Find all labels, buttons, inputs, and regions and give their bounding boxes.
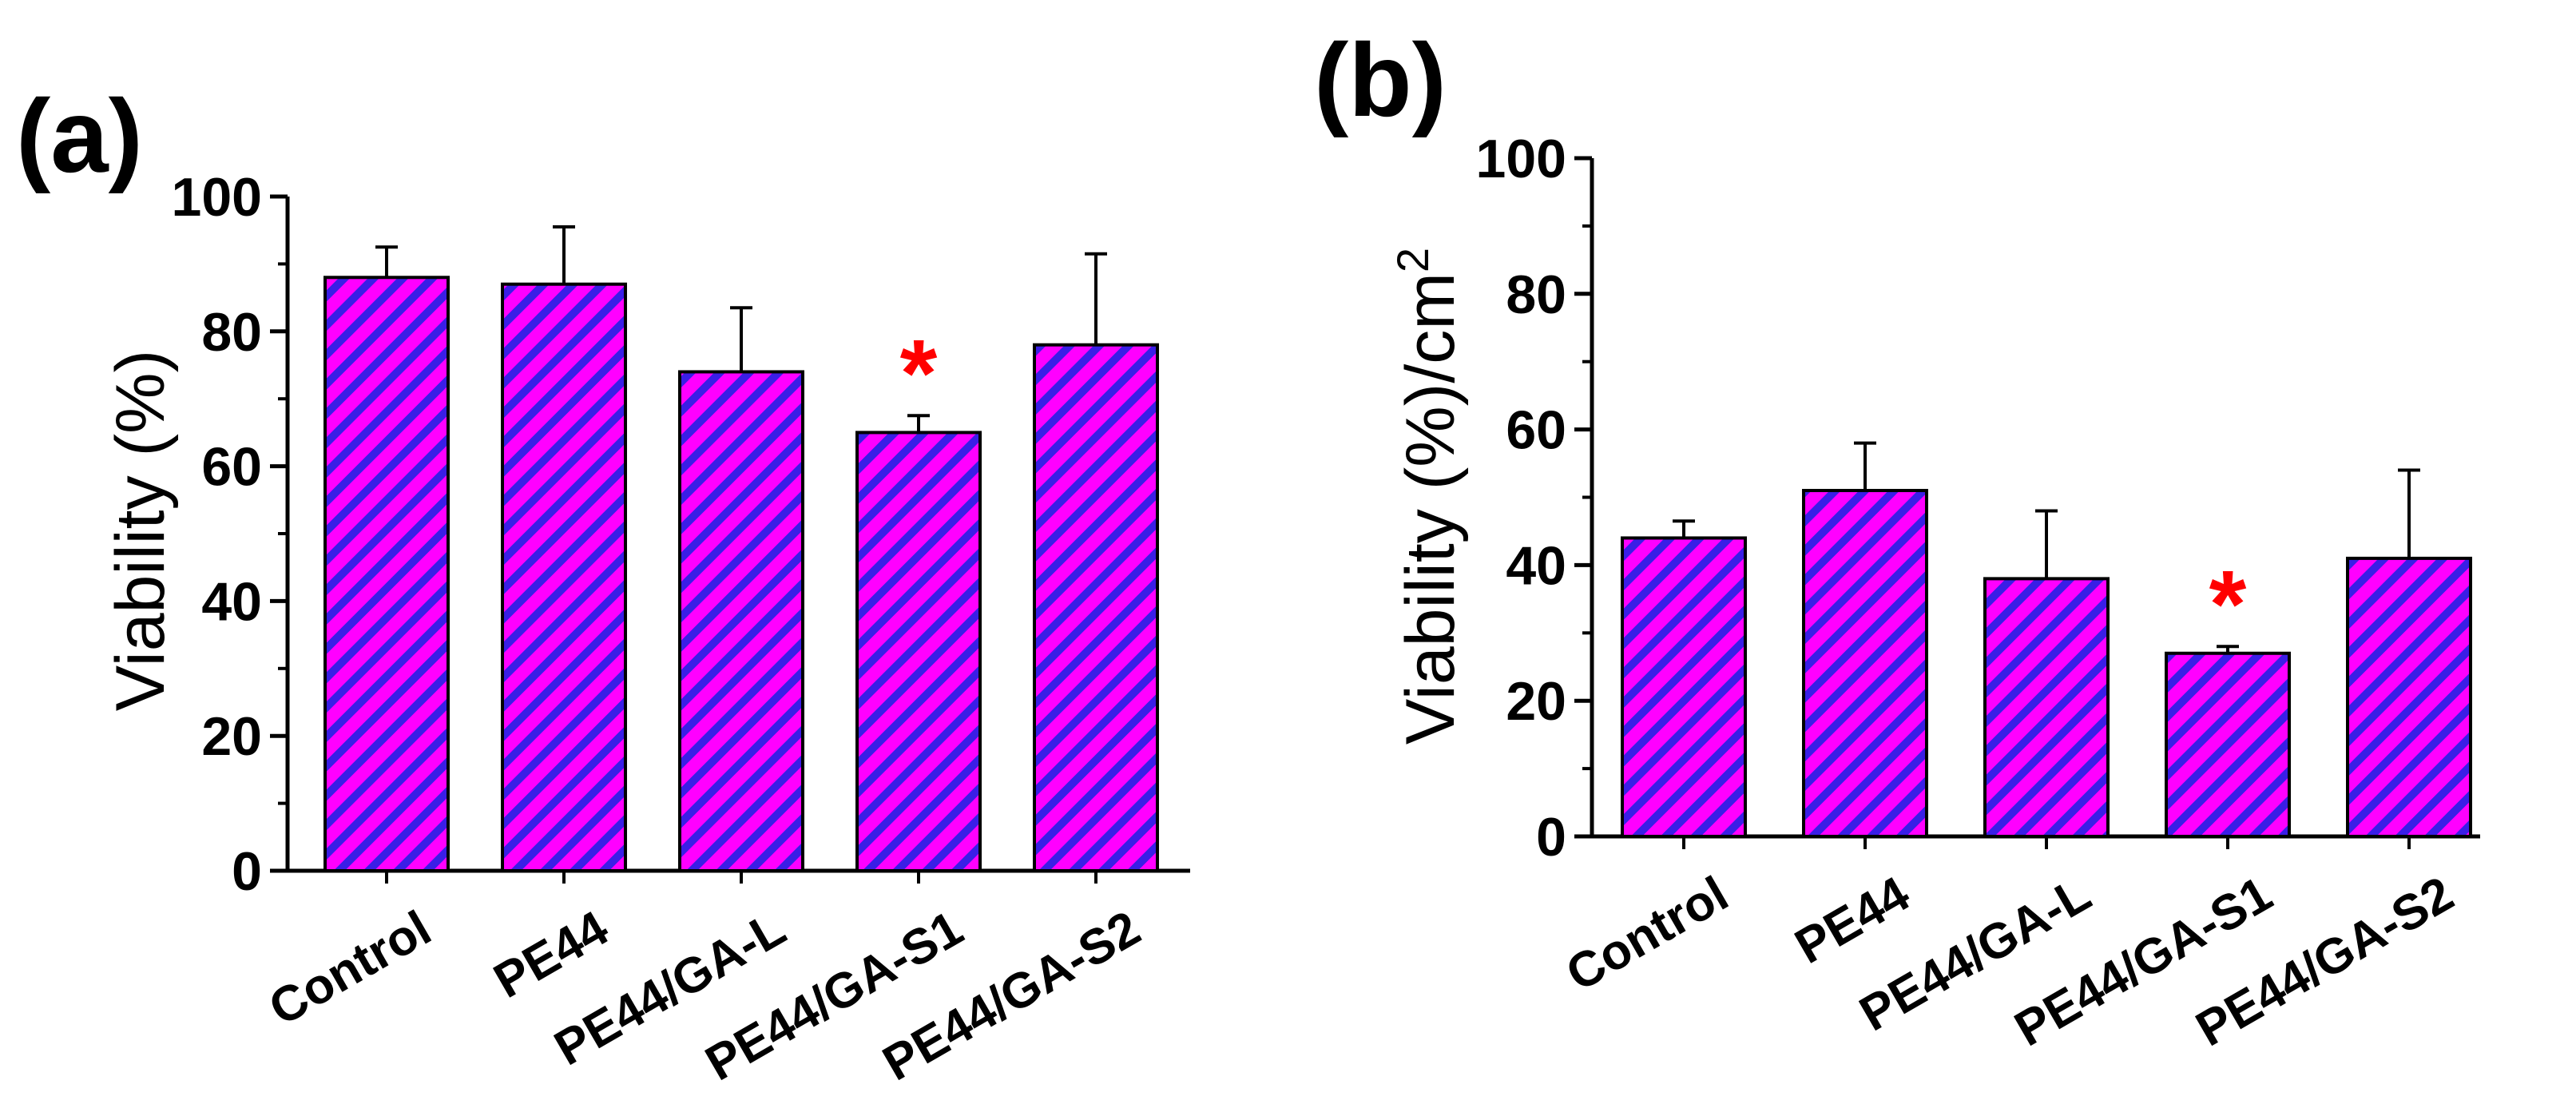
y-tick-label: 80	[1506, 264, 1566, 325]
category-label: Control	[1558, 866, 1737, 1002]
y-tick-label: 100	[172, 167, 262, 228]
y-tick-label: 60	[201, 437, 262, 498]
panel-b-label: (b)	[1314, 22, 1447, 138]
panel-b-y-axis-title-superscript: 2	[1387, 248, 1438, 272]
panel-a-label: (a)	[16, 77, 143, 194]
panel-a-y-axis-title: Viability (%)	[102, 350, 179, 711]
y-tick-label: 40	[201, 571, 262, 632]
bar	[1983, 577, 2110, 838]
bar	[1802, 489, 1928, 838]
bar	[678, 370, 804, 872]
y-tick-label: 80	[201, 302, 262, 363]
y-tick-label: 0	[232, 841, 262, 902]
bar	[1621, 536, 1747, 838]
bar	[855, 431, 982, 872]
y-tick-label: 60	[1506, 400, 1566, 461]
category-label: Control	[260, 900, 440, 1036]
y-tick-label: 100	[1476, 129, 1566, 189]
bar	[501, 282, 627, 873]
category-label: PE44	[485, 900, 617, 1009]
y-tick-label: 40	[1506, 535, 1566, 596]
bar	[2165, 651, 2291, 839]
y-tick-label: 20	[201, 706, 262, 767]
bar	[1033, 343, 1159, 872]
y-tick-label: 20	[1506, 671, 1566, 732]
significance-star: *	[900, 320, 938, 427]
significance-star: *	[2209, 550, 2247, 657]
panel-b: (b) Viability (%)/cm2 0 20 40 60 80 100 Contro…	[1314, 22, 2480, 1057]
panel-a: (a) Viability (%) 0 20 40 60 80 100 Control PE4…	[16, 77, 1190, 1091]
panel-b-y-axis-title: Viability (%)/cm2	[1387, 248, 1469, 745]
y-tick-label: 0	[1536, 807, 1566, 868]
bar	[2346, 556, 2472, 838]
panel-b-y-axis-title-main: Viability (%)/cm	[1392, 272, 1469, 745]
bar	[323, 276, 450, 872]
category-label: PE44	[1786, 866, 1919, 975]
